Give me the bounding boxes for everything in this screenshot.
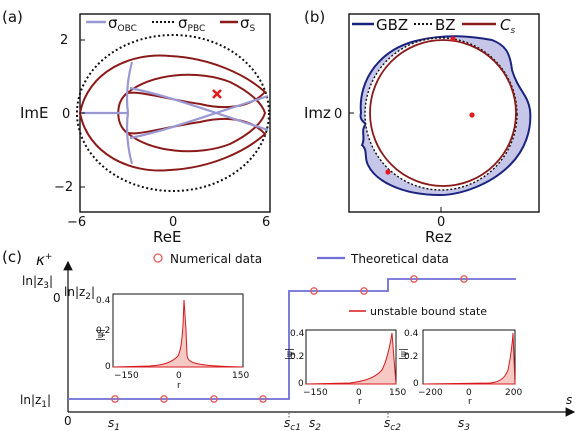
inset2-ytick-04: 0.4 (290, 329, 305, 339)
num-point (111, 395, 119, 403)
marker-cross (212, 89, 222, 99)
panel-a-label: (a) (2, 8, 23, 26)
c-xtick-0: 0 (64, 414, 72, 428)
a-xlabel: ReE (153, 228, 181, 246)
inset3-xtick-200: 200 (505, 388, 522, 398)
inset1-xtick-neg150: −150 (114, 371, 139, 381)
panel-c: (c) κ+ s ln|z3| ln|z2| 0 ln|z1| 0 s1 sc1… (2, 248, 576, 431)
a-ytick-neg2: −2 (54, 180, 73, 195)
num-point (160, 395, 168, 403)
c-ytick-zero: 0 (53, 291, 61, 305)
inset2-xtick-0: 0 (356, 388, 362, 398)
num-point (460, 275, 468, 283)
inset2-ylabel: |ψ| (285, 348, 295, 360)
sc1-curve-inner (124, 73, 267, 153)
obc-arc-cross1 (129, 86, 269, 132)
inset3-xlabel: r (468, 397, 472, 407)
legend-sc: σS (240, 14, 256, 34)
numerical-points (111, 275, 468, 403)
c-xlabel: s (566, 393, 572, 407)
cs-circle (369, 39, 517, 187)
c-ytick-z3: ln|z3| (22, 274, 53, 291)
legend-cs: Cs (500, 16, 515, 36)
legend-obc: σOBC (108, 14, 137, 34)
inset1-ytick-02: 0.2 (96, 326, 110, 336)
legend-theoretical: Theoretical data (350, 252, 449, 266)
legend-gbz: GBZ (376, 16, 408, 34)
a-ylabel: ImE (20, 104, 49, 122)
c-xtick-s1: s1 (108, 416, 120, 431)
b-ylabel: Imz (304, 104, 331, 122)
inset1-ytick-0: 0 (105, 362, 111, 372)
a-xtick-0: 0 (169, 215, 177, 230)
num-point (310, 287, 318, 295)
c-ytick-z2: ln|z2| (64, 285, 95, 302)
legend-pbc: σPBC (178, 14, 205, 34)
legend-unstable: unstable bound state (370, 305, 487, 318)
obc-arc-cross2 (129, 94, 269, 140)
inset3-xtick-neg200: −200 (418, 388, 443, 398)
a-xtick-6: 6 (262, 215, 270, 230)
theoretical-step-line (68, 278, 516, 400)
legend-bz: BZ (435, 16, 456, 34)
c-xtick-sc1: sc1 (284, 416, 301, 431)
pbc-ellipse (76, 34, 270, 192)
inset3-ytick-0: 0 (413, 379, 419, 389)
inset2-xtick-neg150: −150 (303, 388, 328, 398)
c-ylabel: κ+ (36, 251, 52, 269)
inset3-ylabel: |ψ| (399, 348, 409, 360)
z-dot-bottom (385, 169, 391, 175)
c-xtick-s3: s3 (458, 416, 470, 431)
legend-c: Numerical data Theoretical data unstable… (153, 252, 487, 318)
inset3-xtick-0: 0 (466, 388, 472, 398)
panel-b: (b) GBZ BZ Cs Imz 0 0 Rez (304, 8, 540, 246)
inset2-ytick-02: 0.2 (290, 352, 304, 362)
num-point (259, 395, 267, 403)
z-dot-center (469, 112, 475, 118)
inset1-xtick-150: 150 (232, 371, 249, 381)
b-xlabel: Rez (425, 228, 452, 246)
inset1-xtick-0: 0 (176, 371, 182, 381)
bz-circle (364, 37, 518, 191)
z-dot-top (450, 36, 456, 42)
inset1-xlabel: r (177, 381, 181, 391)
inset2-xlabel: r (358, 397, 362, 407)
panel-b-label: (b) (304, 8, 325, 26)
panel-c-label: (c) (2, 248, 22, 266)
panel-a: (a) σOBC σPBC σS 2 0 (2, 8, 271, 246)
a-ytick-0: 0 (62, 107, 70, 122)
a-ytick-2: 2 (60, 33, 68, 48)
inset2-ytick-0: 0 (298, 379, 304, 389)
a-xtick-neg6: −6 (67, 215, 86, 230)
legend-a: σOBC σPBC σS (86, 14, 256, 34)
inset1-ylabel: |ψ| (96, 329, 106, 341)
obc-arc-upper (125, 61, 134, 114)
c-xtick-sc2: sc2 (384, 416, 401, 431)
legend-numerical: Numerical data (170, 252, 262, 266)
num-point (360, 287, 368, 295)
num-point (210, 395, 218, 403)
num-point (410, 275, 418, 283)
inset-3: 0.4 0.2 0 |ψ| −200 0 200 r (399, 329, 522, 407)
inset3-ytick-02: 0.2 (404, 352, 418, 362)
inset-1: 0.4 0.2 0 |ψ| −150 0 150 r (96, 293, 249, 391)
b-ytick-0: 0 (334, 107, 342, 122)
b-xtick-0: 0 (437, 215, 445, 230)
inset2-xtick-150: 150 (389, 388, 406, 398)
inset3-ytick-04: 0.4 (404, 329, 419, 339)
inset1-ytick-04: 0.4 (96, 296, 111, 306)
c-ytick-z1: ln|z1| (20, 393, 51, 410)
inset-2: 0.4 0.2 0 |ψ| −150 0 150 r (285, 329, 406, 407)
obc-arc-lower (125, 112, 134, 165)
c-xtick-s2: s2 (309, 416, 321, 431)
legend-b: GBZ BZ Cs (352, 16, 515, 36)
